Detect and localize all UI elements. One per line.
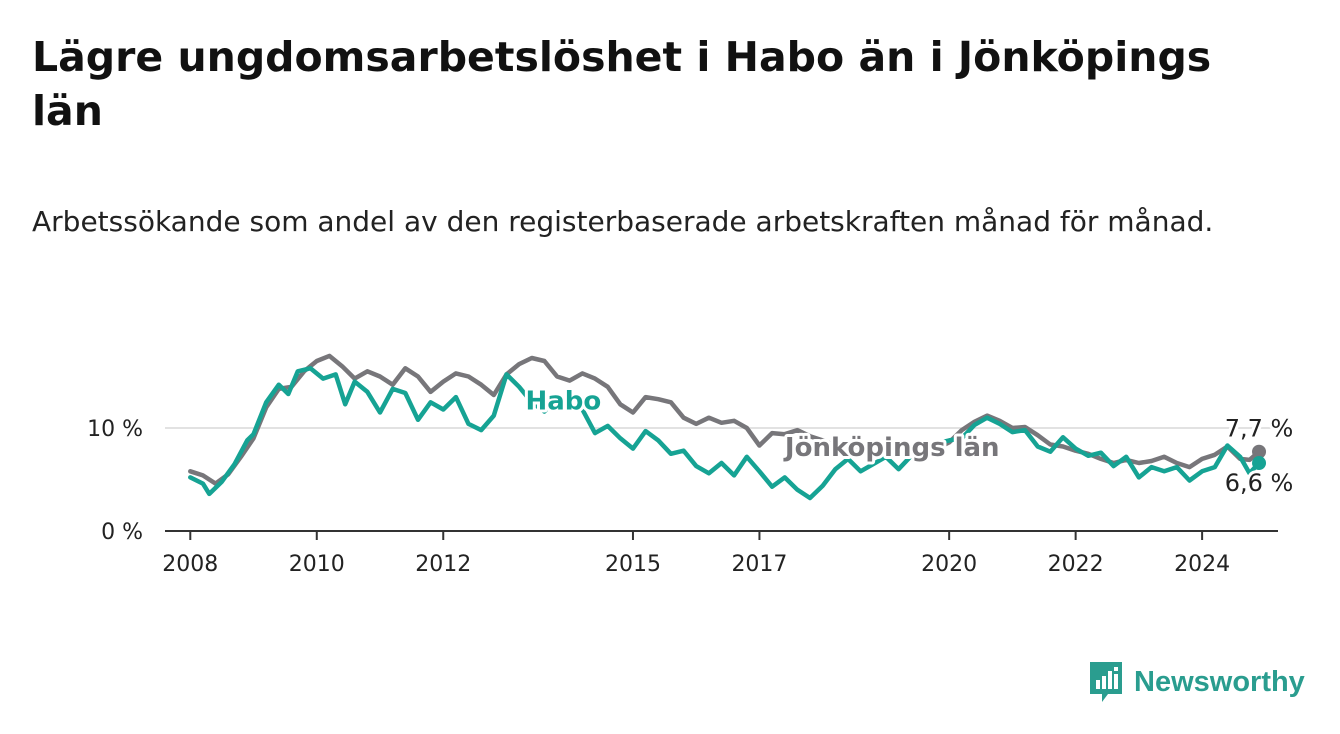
newsworthy-logo-icon	[1090, 662, 1122, 702]
x-tick-label: 2020	[921, 552, 977, 577]
brand-name: Newsworthy	[1134, 665, 1305, 698]
x-tick-label: 2015	[605, 552, 661, 577]
x-tick-label: 2012	[415, 552, 471, 577]
chart-title: Lägre ungdomsarbetslöshet i Habo än i Jö…	[32, 33, 1212, 135]
end-point-marker	[1252, 456, 1267, 471]
chart-subtitle: Arbetssökande som andel av den registerb…	[32, 205, 1214, 238]
y-tick-label: 0 %	[101, 520, 143, 545]
end-point-marker	[1252, 444, 1267, 459]
gridlines: 0 % 10 %	[87, 417, 1278, 545]
y-tick-label: 10 %	[87, 417, 143, 442]
x-tick-label: 2010	[289, 552, 345, 577]
brand-logo[interactable]: Newsworthy	[1088, 660, 1305, 704]
series-lines	[188, 353, 1267, 501]
series-labels: Habo Jönköpings län 7,7 % 6,6 %	[523, 383, 1297, 500]
series-line-habo	[188, 366, 1262, 501]
series-label-jonkopings-lan: Jönköpings län	[783, 433, 1000, 463]
x-tick-label: 2008	[162, 552, 218, 577]
line-chart: 0 % 10 % 2008 2010 2012 2015 2017 2020 2022 2024…	[87, 353, 1297, 577]
x-tick-label: 2022	[1048, 552, 1104, 577]
end-value-label-lan: 7,7 %	[1225, 415, 1294, 443]
end-value-label-habo: 6,6 %	[1225, 469, 1294, 497]
x-tick-label: 2017	[731, 552, 787, 577]
series-label-habo: Habo	[526, 386, 602, 416]
x-axis: 2008 2010 2012 2015 2017 2020 2022 2024	[162, 530, 1278, 577]
x-tick-label: 2024	[1174, 552, 1230, 577]
